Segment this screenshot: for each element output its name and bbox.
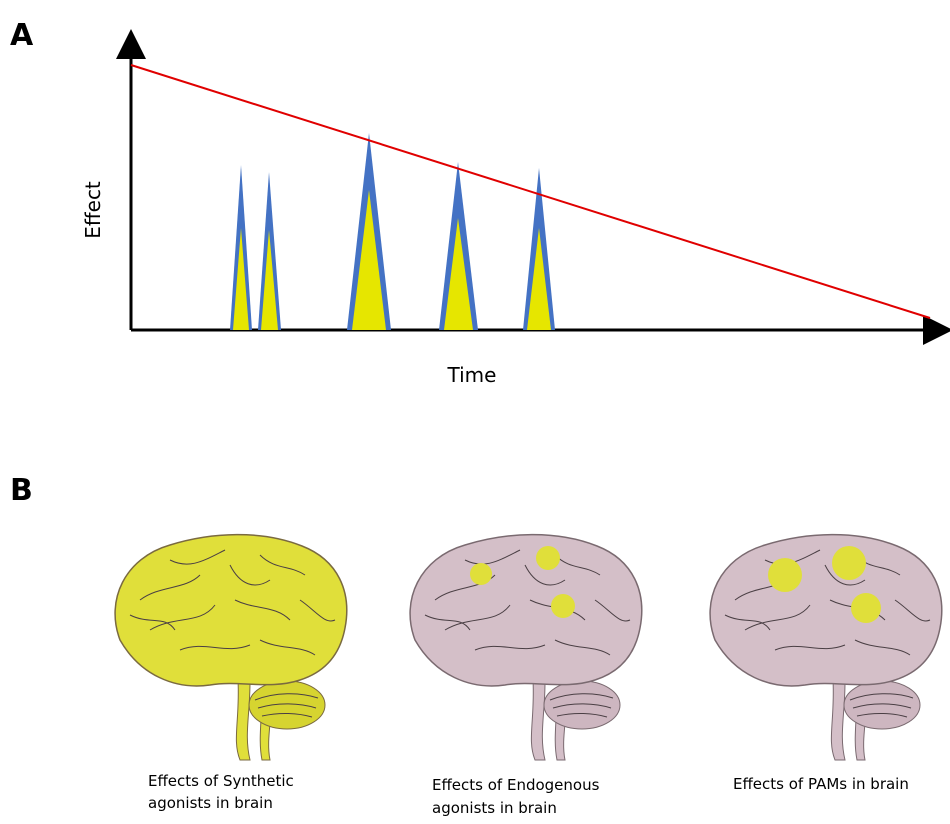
caption: agonists in brain	[148, 794, 273, 812]
caption: Effects of PAMs in brain	[733, 775, 909, 793]
x-axis-label: Time	[447, 363, 497, 387]
spikes	[230, 133, 555, 330]
caption: Effects of Synthetic	[148, 772, 294, 790]
caption: Effects of Endogenous	[432, 776, 600, 794]
panel-label: A	[10, 18, 34, 53]
brain	[409, 533, 643, 761]
y-axis-label: Effect	[81, 181, 105, 239]
trend-line	[130, 64, 931, 319]
panel-label: B	[10, 473, 33, 508]
activation-spots	[470, 546, 881, 623]
brain	[114, 533, 348, 761]
brain	[709, 533, 943, 761]
caption: agonists in brain	[432, 799, 557, 817]
